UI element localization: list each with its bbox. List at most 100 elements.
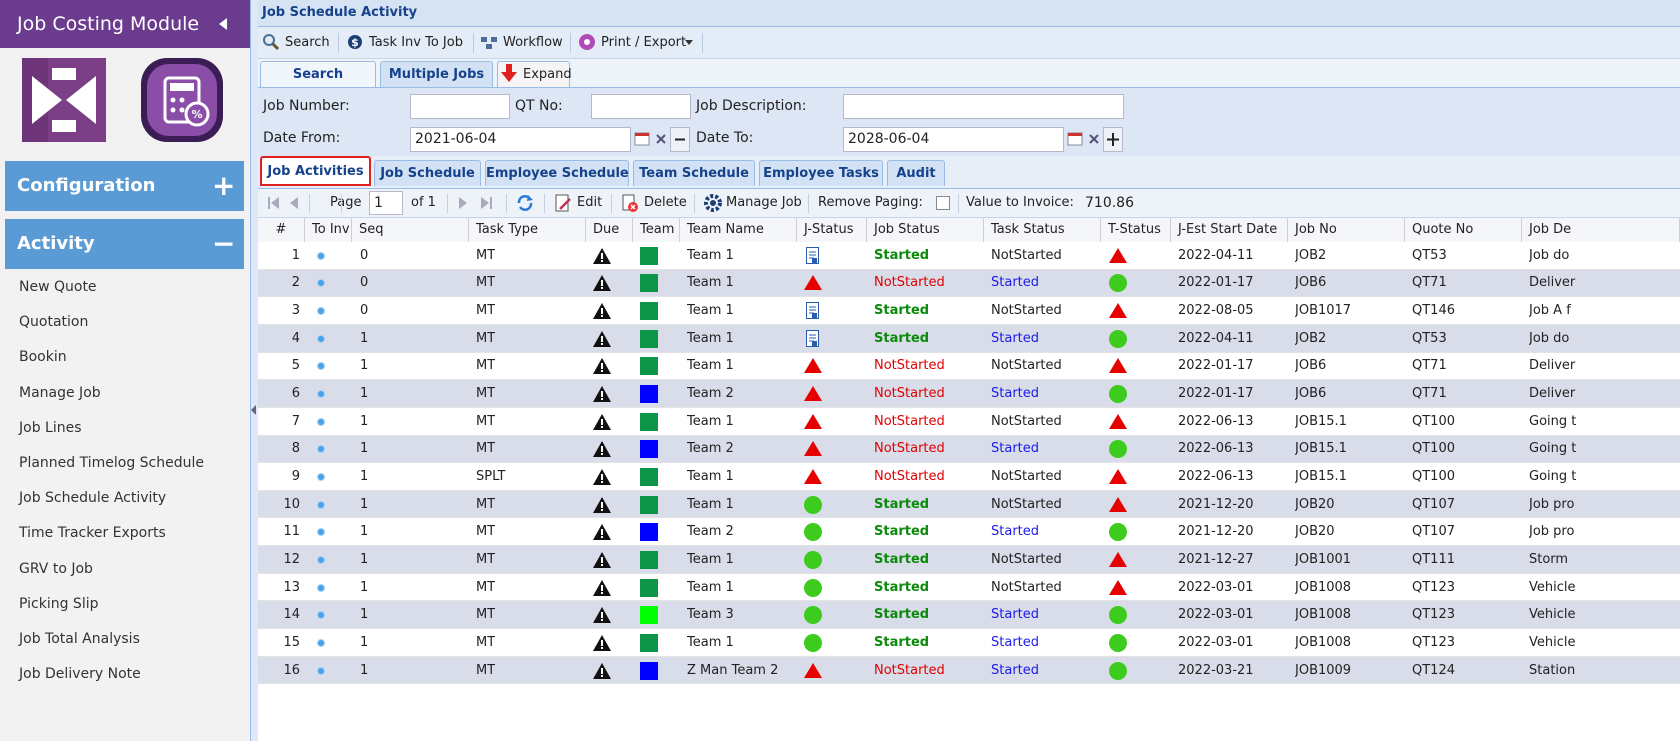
- to-invoice-dot[interactable]: [316, 610, 326, 620]
- table-row[interactable]: [258, 435, 1680, 464]
- menu-item[interactable]: Job Delivery Note: [19, 666, 141, 683]
- section-toggle[interactable]: −: [212, 227, 236, 260]
- edit-icon[interactable]: [553, 193, 573, 213]
- table-row[interactable]: [258, 463, 1680, 491]
- menu-item[interactable]: Planned Timelog Schedule: [19, 455, 204, 471]
- text-input[interactable]: [591, 94, 691, 119]
- text-input[interactable]: [410, 94, 510, 119]
- manage-icon[interactable]: [702, 192, 724, 214]
- to-invoice-dot[interactable]: [316, 555, 326, 565]
- column-header[interactable]: Task Type: [469, 218, 586, 242]
- to-invoice-dot[interactable]: [316, 417, 326, 427]
- section-header[interactable]: [5, 161, 244, 211]
- column-header[interactable]: T-Status: [1101, 218, 1171, 242]
- expand-icon[interactable]: [500, 63, 518, 83]
- to-invoice-dot[interactable]: [316, 361, 326, 371]
- edit-button[interactable]: Edit: [577, 195, 603, 210]
- table-row[interactable]: [258, 573, 1680, 602]
- toolbar-icon[interactable]: $: [346, 33, 364, 51]
- text-input[interactable]: 2028-06-04: [843, 127, 1064, 152]
- column-header[interactable]: Team Name: [680, 218, 797, 242]
- section-header[interactable]: [5, 219, 244, 269]
- remove-paging-checkbox[interactable]: [936, 196, 950, 210]
- menu-item[interactable]: New Quote: [19, 279, 97, 295]
- table-row[interactable]: [258, 324, 1680, 353]
- column-header[interactable]: Seq: [352, 218, 469, 242]
- table-row[interactable]: [258, 242, 1680, 270]
- to-invoice-dot[interactable]: [316, 527, 326, 537]
- to-invoice-dot[interactable]: [316, 334, 326, 344]
- column-header[interactable]: Task Status: [984, 218, 1101, 242]
- first-page[interactable]: [264, 194, 304, 212]
- to-invoice-dot[interactable]: [316, 583, 326, 593]
- menu-item[interactable]: Job Schedule Activity: [19, 490, 167, 507]
- tab[interactable]: Employee Schedule: [485, 160, 629, 186]
- table-row[interactable]: [258, 656, 1680, 685]
- table-row[interactable]: [258, 269, 1680, 298]
- to-invoice-dot[interactable]: [316, 472, 326, 482]
- tab[interactable]: Job Activities: [260, 156, 371, 186]
- clear-button[interactable]: [1085, 127, 1103, 152]
- column-header[interactable]: #: [258, 218, 305, 242]
- menu-item[interactable]: Manage Job: [19, 384, 101, 401]
- clear-button[interactable]: [652, 127, 670, 152]
- to-invoice-dot[interactable]: [316, 389, 326, 399]
- to-invoice-dot[interactable]: [316, 278, 326, 288]
- page-input[interactable]: 1: [369, 191, 403, 215]
- expand-date-button[interactable]: [1103, 127, 1123, 152]
- calendar-button[interactable]: [632, 127, 652, 152]
- menu-item[interactable]: Picking Slip: [19, 595, 99, 612]
- to-invoice-dot[interactable]: [316, 500, 326, 510]
- calendar-button[interactable]: [1065, 127, 1085, 152]
- to-invoice-dot[interactable]: [316, 444, 326, 454]
- tab[interactable]: Audit: [887, 160, 945, 186]
- to-invoice-dot[interactable]: [316, 306, 326, 316]
- search-tab[interactable]: Search: [260, 61, 376, 87]
- toolbar-button[interactable]: Print / Export: [601, 35, 687, 50]
- delete-icon[interactable]: [620, 193, 640, 213]
- section-toggle[interactable]: +: [212, 169, 236, 202]
- toolbar-button[interactable]: Workflow: [503, 35, 563, 50]
- column-header[interactable]: Job Status: [867, 218, 984, 242]
- menu-item[interactable]: GRV to Job: [19, 560, 93, 577]
- toolbar-icon[interactable]: [480, 33, 498, 51]
- menu-item[interactable]: Quotation: [19, 314, 89, 331]
- table-row[interactable]: [258, 352, 1680, 381]
- column-header[interactable]: Team C: [633, 218, 680, 242]
- tab[interactable]: Job Schedule: [374, 160, 481, 186]
- splitter[interactable]: [250, 0, 258, 741]
- column-header[interactable]: Job No: [1288, 218, 1405, 242]
- collapse-arrow[interactable]: [216, 16, 230, 32]
- toolbar-button[interactable]: Search: [285, 35, 330, 50]
- column-header[interactable]: To Inv: [305, 218, 352, 242]
- column-header[interactable]: Due: [586, 218, 633, 242]
- toolbar-icon[interactable]: [578, 33, 596, 51]
- next-page[interactable]: [453, 194, 499, 212]
- table-row[interactable]: [258, 601, 1680, 630]
- column-header[interactable]: J-Est Start Date: [1171, 218, 1288, 242]
- delete-button[interactable]: Delete: [644, 195, 687, 210]
- table-row[interactable]: [258, 407, 1680, 436]
- menu-item[interactable]: Job Lines: [19, 419, 82, 436]
- toolbar-icon[interactable]: [262, 33, 280, 51]
- column-header[interactable]: Job De: [1522, 218, 1680, 242]
- text-input[interactable]: [843, 94, 1124, 119]
- to-invoice-dot[interactable]: [316, 638, 326, 648]
- column-header[interactable]: J-Status: [797, 218, 867, 242]
- to-invoice-dot[interactable]: [316, 251, 326, 261]
- splitter-arrow[interactable]: [250, 404, 258, 416]
- table-row[interactable]: [258, 490, 1680, 519]
- dropdown-arrow[interactable]: [684, 39, 694, 47]
- menu-item[interactable]: Job Total Analysis: [19, 631, 140, 647]
- menu-item[interactable]: Time Tracker Exports: [19, 525, 166, 542]
- tab[interactable]: Team Schedule: [633, 160, 755, 186]
- text-input[interactable]: 2021-06-04: [410, 127, 631, 152]
- column-header[interactable]: Quote No: [1405, 218, 1522, 242]
- table-row[interactable]: [258, 546, 1680, 574]
- tab[interactable]: Employee Tasks: [759, 160, 883, 186]
- menu-item[interactable]: Bookin: [19, 349, 67, 366]
- to-invoice-dot[interactable]: [316, 666, 326, 676]
- manage-job-button[interactable]: Manage Job: [726, 195, 802, 210]
- search-tab[interactable]: Multiple Jobs: [380, 61, 493, 87]
- collapse-date-button[interactable]: [670, 127, 690, 152]
